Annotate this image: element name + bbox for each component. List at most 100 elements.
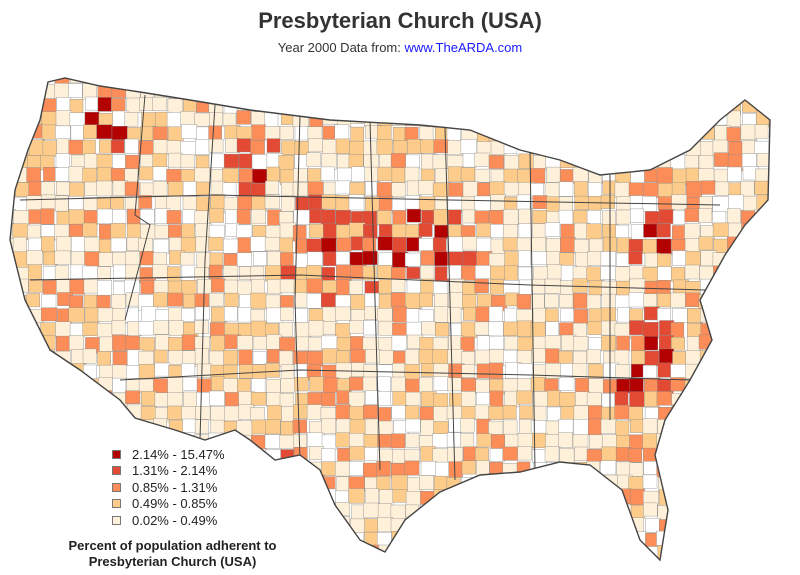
county-cell: [588, 405, 603, 420]
county-cell: [83, 236, 100, 252]
county-cell: [82, 391, 98, 406]
county-cell: [530, 420, 547, 434]
county-cell: [544, 293, 559, 309]
county-cell: [644, 140, 660, 156]
county-cell: [306, 404, 322, 420]
county-cell: [475, 546, 491, 560]
county-cell: [628, 84, 643, 101]
county-cell: [601, 335, 616, 351]
county-cell: [476, 418, 491, 435]
county-cell: [363, 320, 379, 336]
county-cell: [210, 194, 226, 211]
county-cell: [10, 433, 17, 450]
county-cell: [713, 391, 730, 406]
county-cell: [631, 363, 646, 378]
county-cell: [740, 180, 755, 197]
county-cell: [294, 126, 310, 141]
county-cell: [266, 166, 281, 183]
county-cell: [323, 517, 339, 531]
county-cell: [167, 224, 182, 239]
county-cell: [587, 475, 603, 491]
county-cell: [658, 153, 673, 170]
county-cell: [362, 250, 378, 266]
county-cell: [27, 488, 43, 504]
county-cell: [267, 209, 282, 226]
county-cell: [715, 307, 729, 323]
county-cell: [517, 336, 534, 353]
state-border-west: [124, 94, 151, 321]
county-cell: [532, 391, 549, 407]
county-cell: [351, 560, 366, 575]
county-cell: [446, 78, 462, 84]
county-cell: [686, 391, 701, 408]
county-cell: [97, 167, 114, 183]
county-cell: [601, 293, 617, 310]
county-cell: [376, 376, 391, 393]
county-cell: [223, 364, 238, 381]
county-cell: [769, 546, 770, 560]
county-cell: [41, 378, 56, 394]
county-cell: [600, 418, 618, 434]
county-cell: [69, 323, 85, 338]
county-cell: [41, 236, 55, 253]
county-cell: [404, 460, 420, 476]
county-cell: [446, 405, 464, 421]
county-cell: [84, 307, 100, 323]
county-cell: [558, 78, 574, 85]
county-cell: [544, 491, 559, 507]
county-cell: [168, 83, 184, 99]
county-cell: [349, 446, 366, 461]
county-cell: [335, 558, 352, 560]
county-cell: [12, 334, 27, 351]
county-cell: [307, 181, 324, 196]
county-cell: [656, 391, 673, 406]
county-cell: [391, 376, 406, 393]
county-cell: [168, 350, 185, 365]
county-cell: [138, 195, 153, 209]
county-cell: [531, 546, 546, 560]
county-cell: [27, 505, 41, 521]
county-cell: [406, 78, 422, 87]
county-cell: [308, 504, 323, 520]
county-cell: [657, 196, 673, 211]
county-cell: [476, 460, 490, 477]
county-cell: [321, 418, 337, 434]
county-cell: [12, 236, 27, 253]
county-cell: [672, 225, 687, 242]
county-cell: [546, 113, 561, 130]
county-cell: [307, 83, 322, 99]
county-cell: [642, 182, 659, 198]
county-cell: [600, 558, 616, 560]
county-cell: [742, 446, 758, 463]
county-cell: [377, 125, 392, 142]
county-cell: [405, 433, 420, 448]
county-cell: [10, 336, 15, 353]
county-cell: [406, 96, 422, 111]
county-cell: [754, 392, 770, 409]
county-cell: [28, 264, 42, 280]
county-cell: [267, 405, 282, 421]
county-cell: [405, 491, 422, 506]
county-cell: [741, 265, 755, 279]
legend-label: 0.49% - 0.85%: [132, 496, 218, 512]
county-cell: [154, 392, 169, 407]
county-cell: [238, 78, 255, 85]
county-cell: [404, 166, 420, 183]
county-cell: [756, 251, 770, 267]
county-cell: [432, 448, 449, 463]
county-cell: [251, 154, 268, 171]
county-cell: [418, 180, 435, 195]
county-cell: [222, 112, 237, 127]
county-cell: [265, 363, 280, 378]
county-cell: [628, 546, 645, 560]
county-cell: [29, 124, 44, 139]
county-cell: [686, 474, 703, 491]
county-cell: [377, 517, 394, 533]
county-cell: [29, 446, 45, 463]
county-cell: [125, 154, 140, 171]
county-cell: [97, 405, 112, 420]
source-link[interactable]: www.TheARDA.com: [404, 40, 523, 55]
county-cell: [699, 475, 716, 492]
county-cell: [265, 265, 282, 282]
county-cell: [560, 519, 577, 536]
